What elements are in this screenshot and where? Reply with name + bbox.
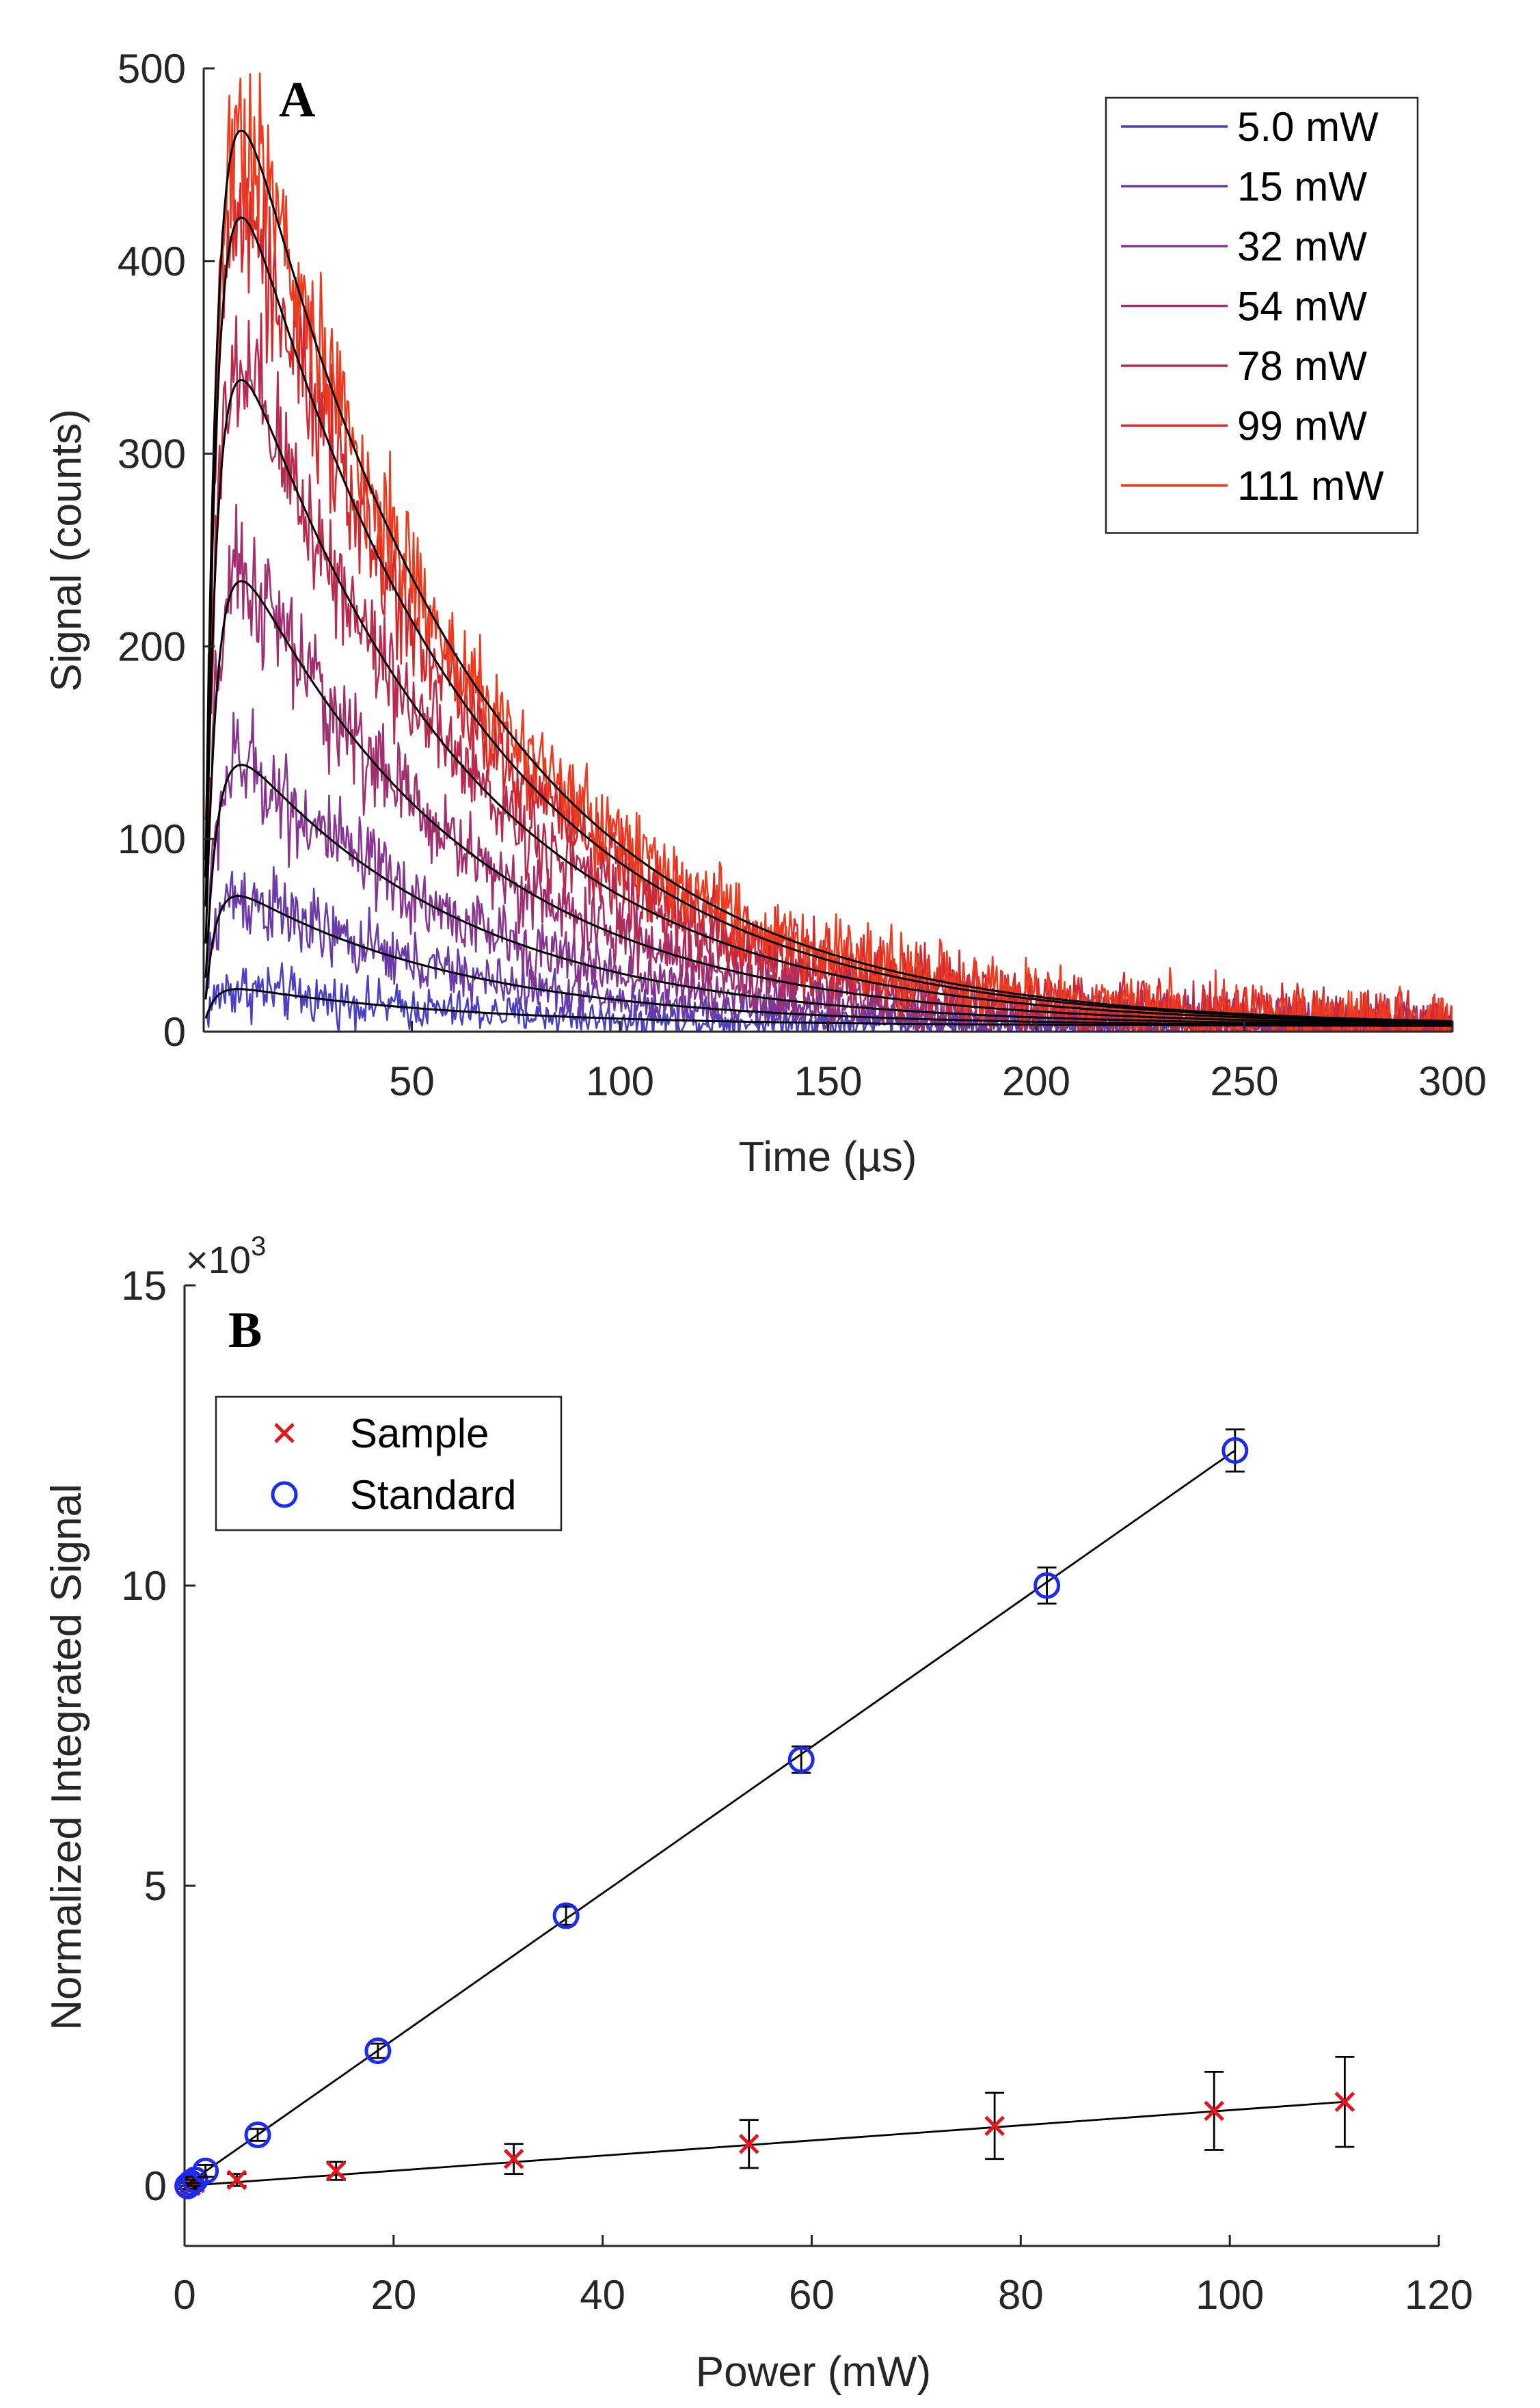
error-bar-standard <box>195 2164 215 2178</box>
panel-b: 0 20 40 60 80 100 120 0 5 10 15 Power (mW) Normali… <box>43 1231 1473 2396</box>
legend-label-99mw: 99 mW <box>1237 403 1367 449</box>
data-point-sample <box>226 2169 247 2191</box>
fit-line-standard <box>184 1449 1236 2187</box>
data-point-sample <box>325 2160 347 2181</box>
panel-b-x-tick-label: 120 <box>1405 2272 1473 2318</box>
panel-a-xlabel: Time (µs) <box>739 1134 917 1181</box>
data-point-standard <box>192 2157 219 2184</box>
data-point-standard <box>1221 1436 1249 1464</box>
panel-b-plot <box>174 1428 1355 2199</box>
panel-b-y-multiplier: ×103 <box>186 1231 266 1281</box>
panel-a-y-tick-label: 200 <box>118 624 186 669</box>
error-bar-standard <box>1225 1428 1245 1473</box>
panel-a-y-tick-label: 300 <box>118 431 186 477</box>
data-point-sample <box>1334 2091 1355 2113</box>
fit-line-sample <box>184 2100 1345 2187</box>
panel-b-x-tick-label: 100 <box>1195 2272 1264 2318</box>
data-point-sample <box>738 2133 759 2154</box>
panel-a-legend: 5.0 mW 15 mW 32 mW 54 mW 78 mW 99 mW 111 mW <box>1105 96 1419 534</box>
legend-label-54mw: 54 mW <box>1237 284 1367 330</box>
panel-a-axes: 50 100 150 200 250 300 0 100 200 300 400 500 <box>118 46 1487 1104</box>
data-point-sample <box>1204 2100 1224 2122</box>
panel-b-x-tick-label: 60 <box>789 2272 835 2318</box>
panel-b-y-tick-label: 10 <box>121 1563 167 1609</box>
data-point-standard <box>364 2037 392 2065</box>
data-point-standard <box>1034 1572 1061 1599</box>
fit-line-99mw <box>204 216 1453 1023</box>
panel-b-legend-box <box>215 1395 563 1531</box>
panel-b-x-tick-label: 80 <box>998 2272 1044 2318</box>
panel-b-y-tick-label: 5 <box>144 1863 167 1909</box>
panel-a: 50 100 150 200 250 300 0 100 200 300 400 500 Time (… <box>43 46 1487 1181</box>
panel-b-x-tick-label: 40 <box>580 2272 625 2318</box>
data-point-sample <box>503 2148 524 2169</box>
legend-label-15mw: 15 mW <box>1237 164 1367 210</box>
legend-label-standard: Standard <box>350 1472 517 1518</box>
panel-b-axes: 0 20 40 60 80 100 120 0 5 10 15 <box>121 1263 1473 2318</box>
data-point-sample <box>984 2115 1005 2137</box>
data-point-standard <box>787 1746 815 1774</box>
panel-a-legend-box <box>1105 96 1419 534</box>
panel-a-x-tick-label: 250 <box>1210 1058 1278 1104</box>
legend-label-50mw: 5.0 mW <box>1237 104 1379 150</box>
panel-b-x-tick-label: 0 <box>173 2272 195 2318</box>
panel-a-x-tick-label: 50 <box>389 1058 435 1104</box>
panel-a-y-tick-label: 400 <box>118 239 186 284</box>
panel-a-x-tick-label: 200 <box>1002 1058 1070 1104</box>
panel-b-y-tick-label: 0 <box>144 2163 167 2209</box>
error-bar-standard <box>368 2042 388 2059</box>
fit-line-54mw <box>204 580 1453 1025</box>
fit-line-111mw <box>204 129 1453 1023</box>
panel-a-traces <box>204 72 1453 1032</box>
panel-a-x-tick-label: 150 <box>794 1058 862 1104</box>
panel-a-letter: A <box>279 72 315 128</box>
panel-b-x-tick-label: 20 <box>370 2272 416 2318</box>
panel-b-y-tick-label: 15 <box>121 1263 167 1309</box>
panel-a-y-tick-label: 500 <box>118 46 186 92</box>
trace-99mw <box>204 133 1453 1032</box>
legend-label-32mw: 32 mW <box>1237 224 1367 269</box>
panel-a-y-tick-label: 0 <box>163 1009 186 1055</box>
panel-a-x-tick-label: 300 <box>1418 1058 1487 1104</box>
panel-b-xlabel: Power (mW) <box>696 2349 931 2396</box>
data-point-standard <box>552 1902 580 1929</box>
error-bar-standard <box>248 2128 268 2142</box>
fit-line-78mw <box>204 379 1453 1024</box>
legend-label-78mw: 78 mW <box>1237 343 1367 389</box>
panel-a-y-tick-label: 100 <box>118 816 186 862</box>
panel-b-letter: B <box>228 1302 262 1359</box>
legend-marker-standard <box>271 1481 298 1508</box>
panel-b-ylabel: Normalized Integrated Signal <box>43 1484 90 2031</box>
panel-a-x-tick-label: 100 <box>586 1058 654 1104</box>
data-point-standard <box>244 2122 271 2149</box>
legend-marker-sample <box>274 1423 295 1443</box>
panel-a-ylabel: Signal (counts) <box>43 409 90 692</box>
legend-label-111mw: 111 mW <box>1237 463 1384 509</box>
panel-b-legend: Sample Standard <box>215 1395 563 1531</box>
legend-label-sample: Sample <box>350 1410 489 1456</box>
